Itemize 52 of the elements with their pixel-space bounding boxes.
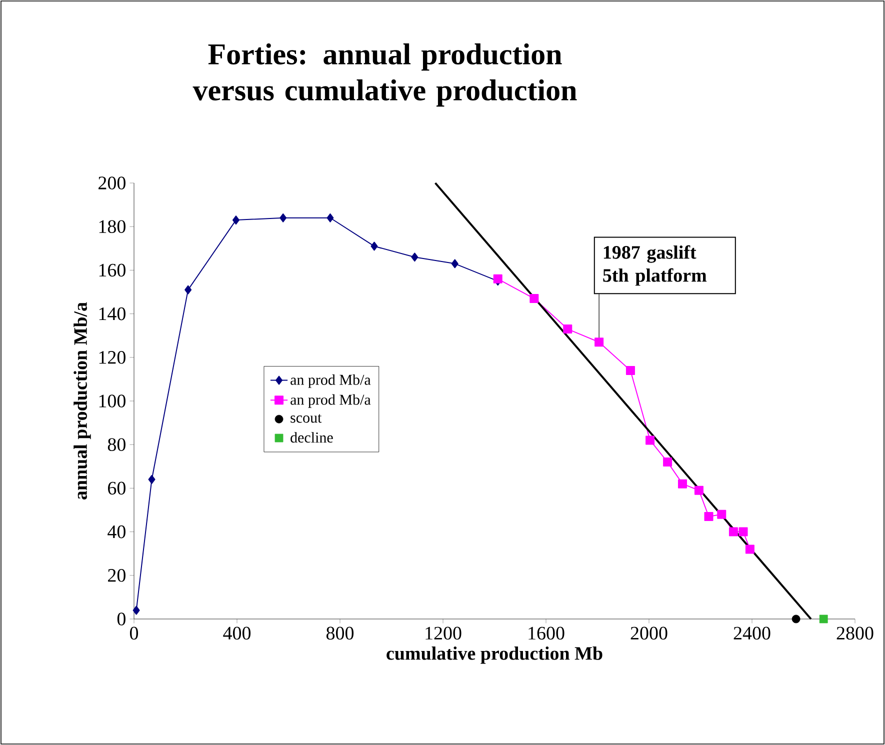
point [451,259,458,268]
legend-label: an prod Mb/a [290,374,371,388]
x-tick-label: 1600 [528,626,564,640]
legend-label: decline [290,432,333,443]
point [132,606,140,615]
point [563,324,572,334]
chart-title: Forties: annual production versus cumulative production [192,43,577,107]
point [184,285,192,294]
point [694,486,704,495]
x-tick-label: 0 [130,626,138,640]
y-tick-label: 80 [108,438,126,452]
point [745,544,754,554]
x-tick-label: 800 [326,626,354,640]
point [626,366,635,375]
y-tick-label: 120 [99,351,126,364]
y-tick-label: 20 [108,569,126,582]
annotation: 1987 gaslift 5th platform [603,245,707,286]
legend-label: scout [290,414,322,423]
x-tick-label: 400 [223,626,251,640]
point [280,213,287,222]
point [738,527,748,536]
point [232,216,240,225]
point [728,527,738,536]
point [326,213,334,222]
y-tick-label: 0 [117,612,126,626]
point [594,338,604,347]
point [530,294,539,304]
y-tick-label: 60 [108,482,126,495]
x-axis-title: cumulative production Mb [386,646,602,664]
legend-label: an prod Mb/a [290,394,371,408]
point [646,436,655,445]
point [678,479,687,488]
y-tick-label: 40 [108,525,126,538]
point [663,458,672,467]
y-axis-title: annual production Mb/a [74,302,91,500]
x-tick-label: 2800 [836,626,874,640]
point [493,274,502,284]
y-tick-label: 160 [99,264,126,277]
x-tick-label: 2000 [630,626,668,640]
point [819,614,828,624]
y-tick-label: 100 [99,394,126,408]
point [704,512,714,522]
x-tick-label: 2400 [734,626,770,640]
point [792,614,800,624]
point [411,252,418,262]
point [370,242,378,251]
y-tick-label: 180 [99,220,126,234]
x-tick-label: 1200 [426,626,462,640]
point [717,510,726,519]
y-tick-label: 200 [98,176,126,190]
y-tick-label: 140 [99,307,126,320]
point [148,474,156,484]
